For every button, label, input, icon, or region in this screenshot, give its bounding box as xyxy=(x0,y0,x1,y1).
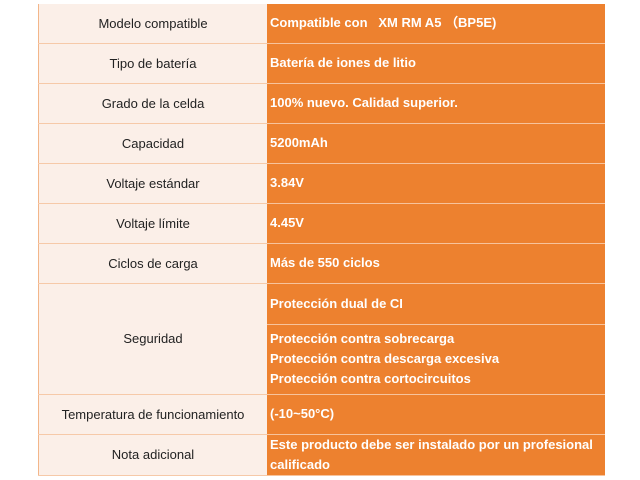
spec-row: Grado de la celda 100% nuevo. Calidad su… xyxy=(38,83,605,124)
temperature-label: Temperatura de funcionamiento xyxy=(38,394,267,435)
security-row: Protección contra sobrecarga Protección … xyxy=(39,324,605,395)
spec-label: Ciclos de carga xyxy=(38,243,267,284)
spec-label: Grado de la celda xyxy=(38,83,267,124)
spec-value: 5200mAh xyxy=(267,123,605,164)
spec-value: 3.84V xyxy=(267,163,605,204)
note-row: Nota adicional Este producto debe ser in… xyxy=(38,434,605,476)
spec-label: Capacidad xyxy=(38,123,267,164)
spec-value: Más de 550 ciclos xyxy=(267,243,605,284)
security-row: Seguridad Protección dual de CI xyxy=(38,283,605,395)
note-label: Nota adicional xyxy=(38,434,267,476)
spec-label: Tipo de batería xyxy=(38,43,267,84)
spec-table: Modelo compatible Compatible con XM RM A… xyxy=(38,4,605,476)
security-label: Seguridad xyxy=(38,283,267,395)
security-value: Protección dual de CI xyxy=(267,283,605,325)
security-value: Protección contra cortocircuitos xyxy=(270,371,471,386)
spec-row: Modelo compatible Compatible con XM RM A… xyxy=(38,4,605,44)
spec-label: Voltaje estándar xyxy=(38,163,267,204)
spec-row: Capacidad 5200mAh xyxy=(38,123,605,164)
spec-label: Voltaje límite xyxy=(38,203,267,244)
security-values: Protección contra sobrecarga Protección … xyxy=(267,324,605,395)
spec-value: 100% nuevo. Calidad superior. xyxy=(267,83,605,124)
spec-value: Compatible con XM RM A5 （BP5E) xyxy=(267,4,605,44)
spec-value: Batería de iones de litio xyxy=(267,43,605,84)
spec-row: Tipo de batería Batería de iones de liti… xyxy=(38,43,605,84)
temperature-value: (-10~50°C) xyxy=(267,394,605,435)
note-value: Este producto debe ser instalado por un … xyxy=(267,434,605,476)
security-value: Protección contra descarga excesiva xyxy=(270,351,500,366)
spec-row: Voltaje límite 4.45V xyxy=(38,203,605,244)
security-value: Protección contra sobrecarga xyxy=(270,331,455,346)
temperature-row: Temperatura de funcionamiento (-10~50°C) xyxy=(38,394,605,435)
spec-row: Voltaje estándar 3.84V xyxy=(38,163,605,204)
spec-row: Ciclos de carga Más de 550 ciclos xyxy=(38,243,605,284)
spec-label: Modelo compatible xyxy=(38,4,267,44)
spec-value: 4.45V xyxy=(267,203,605,244)
